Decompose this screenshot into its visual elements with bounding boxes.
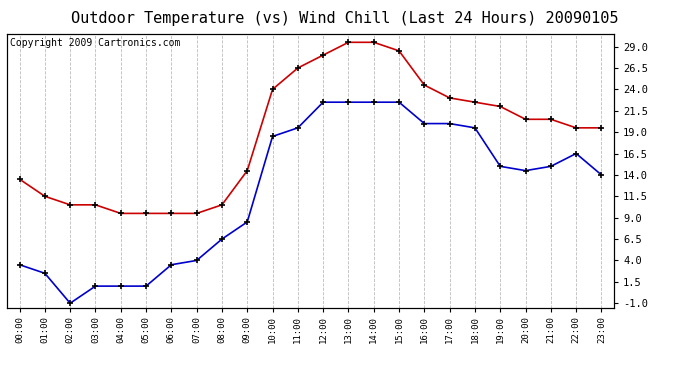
Text: Copyright 2009 Cartronics.com: Copyright 2009 Cartronics.com: [10, 38, 180, 48]
Text: Outdoor Temperature (vs) Wind Chill (Last 24 Hours) 20090105: Outdoor Temperature (vs) Wind Chill (Las…: [71, 11, 619, 26]
